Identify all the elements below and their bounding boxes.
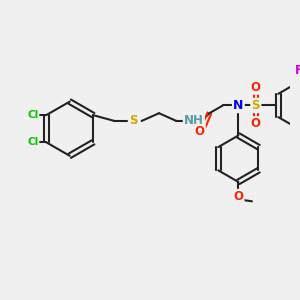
Text: Cl: Cl (27, 110, 38, 120)
Text: S: S (251, 99, 260, 112)
Text: O: O (251, 117, 261, 130)
Text: N: N (233, 99, 244, 112)
Text: Cl: Cl (27, 137, 38, 147)
Text: S: S (130, 115, 138, 128)
Text: O: O (195, 125, 205, 138)
Text: NH: NH (184, 115, 204, 128)
Text: O: O (251, 81, 261, 94)
Text: F: F (294, 64, 300, 77)
Text: O: O (233, 190, 243, 203)
